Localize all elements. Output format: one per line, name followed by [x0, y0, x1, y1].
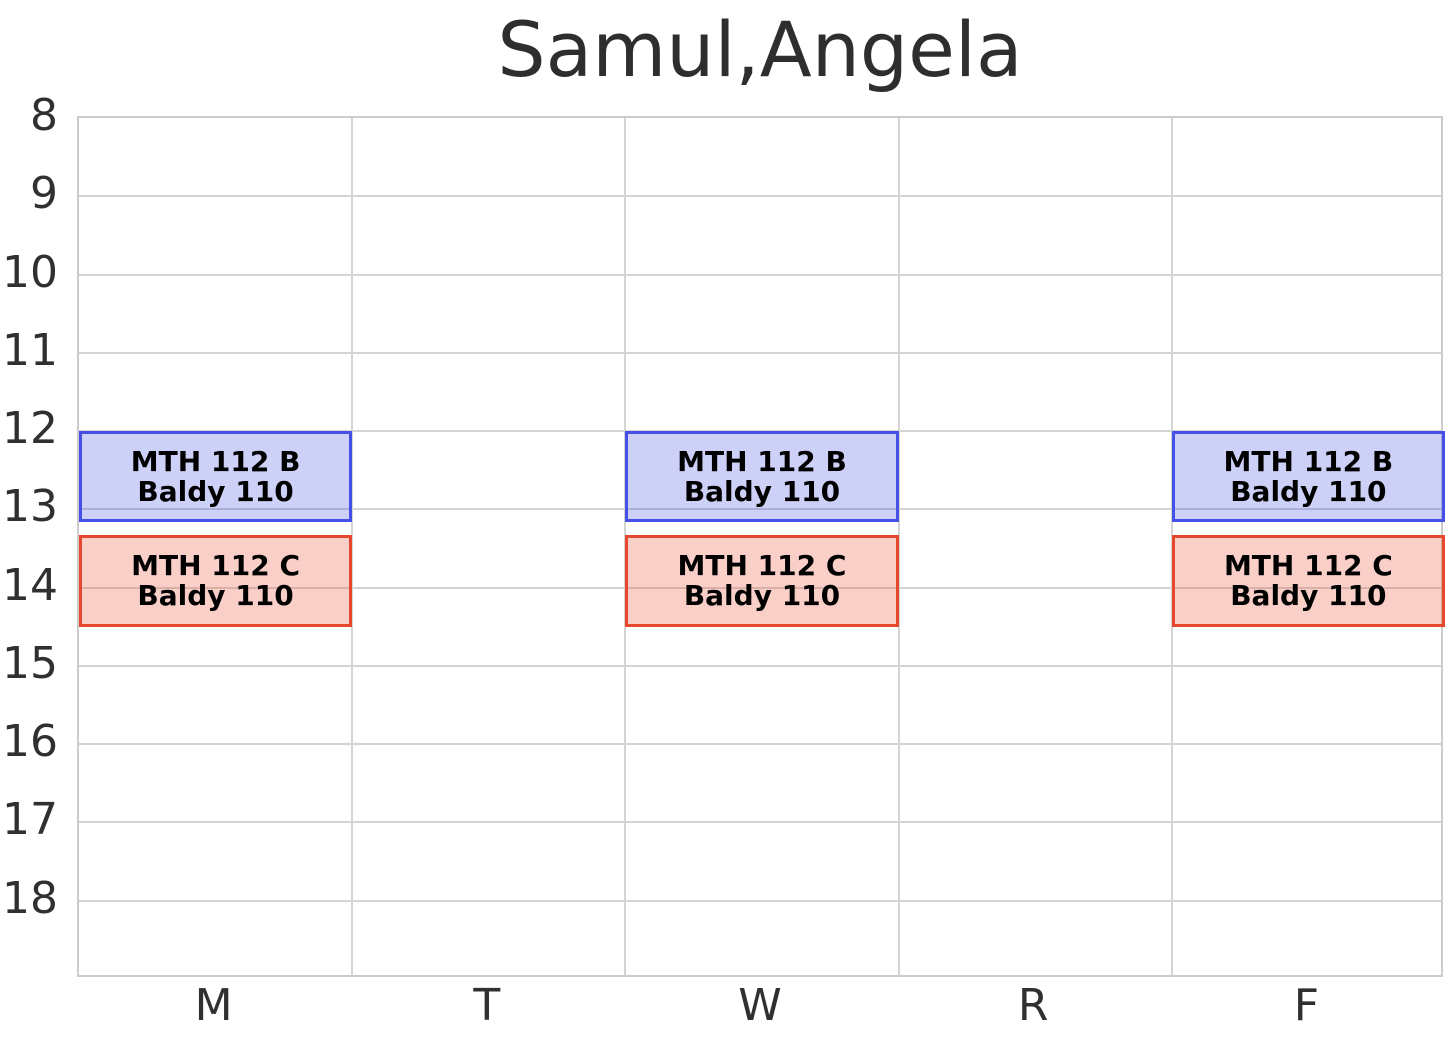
y-tick-label: 10: [2, 246, 58, 298]
event-course-label: MTH 112 B: [130, 444, 301, 478]
h-gridline: [79, 664, 1441, 667]
v-gridline: [351, 118, 354, 975]
event-location-label: Baldy 110: [137, 579, 294, 613]
event-course-label: MTH 112 C: [131, 549, 301, 583]
event-block: MTH 112 C Baldy 110: [625, 535, 899, 627]
h-gridline: [79, 273, 1441, 276]
y-tick-label: 16: [2, 716, 58, 768]
day-label: T: [473, 980, 501, 1031]
event-block: MTH 112 C Baldy 110: [79, 535, 353, 627]
event-block: MTH 112 B Baldy 110: [1171, 431, 1445, 523]
v-gridline: [897, 118, 900, 975]
event-course-label: MTH 112 B: [677, 444, 847, 478]
h-gridline: [79, 743, 1441, 746]
event-course-label: MTH 112 B: [1223, 444, 1394, 478]
y-tick-label: 17: [2, 794, 58, 846]
event-location-label: Baldy 110: [1230, 579, 1387, 613]
h-gridline: [79, 899, 1441, 902]
y-tick-label: 13: [2, 481, 58, 533]
y-tick-label: 12: [2, 403, 58, 455]
event-location-label: Baldy 110: [683, 579, 841, 613]
event-location-label: Baldy 110: [683, 474, 841, 508]
h-gridline: [79, 508, 1441, 511]
plot-area: MTH 112 B Baldy 110 MTH 112 B Baldy 110 MTH …: [77, 116, 1445, 977]
y-tick-label: 18: [2, 872, 58, 924]
y-tick-label: 11: [2, 324, 58, 376]
h-gridline: [79, 586, 1441, 589]
event-course-label: MTH 112 C: [677, 549, 847, 583]
event-block: MTH 112 B Baldy 110: [79, 431, 353, 523]
y-tick-label: 15: [2, 637, 58, 689]
day-label: W: [738, 980, 782, 1031]
h-gridline: [79, 195, 1441, 198]
day-label: M: [194, 980, 233, 1031]
h-gridline: [79, 821, 1441, 824]
event-location-label: Baldy 110: [137, 474, 294, 508]
event-location-label: Baldy 110: [1230, 474, 1387, 508]
day-label: F: [1293, 980, 1320, 1031]
y-tick-label: 8: [30, 90, 58, 141]
chart-title: Samul,Angela: [497, 5, 1023, 94]
event-block: MTH 112 B Baldy 110: [625, 431, 899, 523]
event-course-label: MTH 112 C: [1223, 549, 1393, 583]
y-tick-label: 14: [2, 559, 58, 611]
h-gridline: [79, 351, 1441, 354]
day-label: R: [1017, 980, 1049, 1031]
event-block: MTH 112 C Baldy 110: [1171, 535, 1445, 627]
y-tick-label: 9: [30, 168, 58, 220]
